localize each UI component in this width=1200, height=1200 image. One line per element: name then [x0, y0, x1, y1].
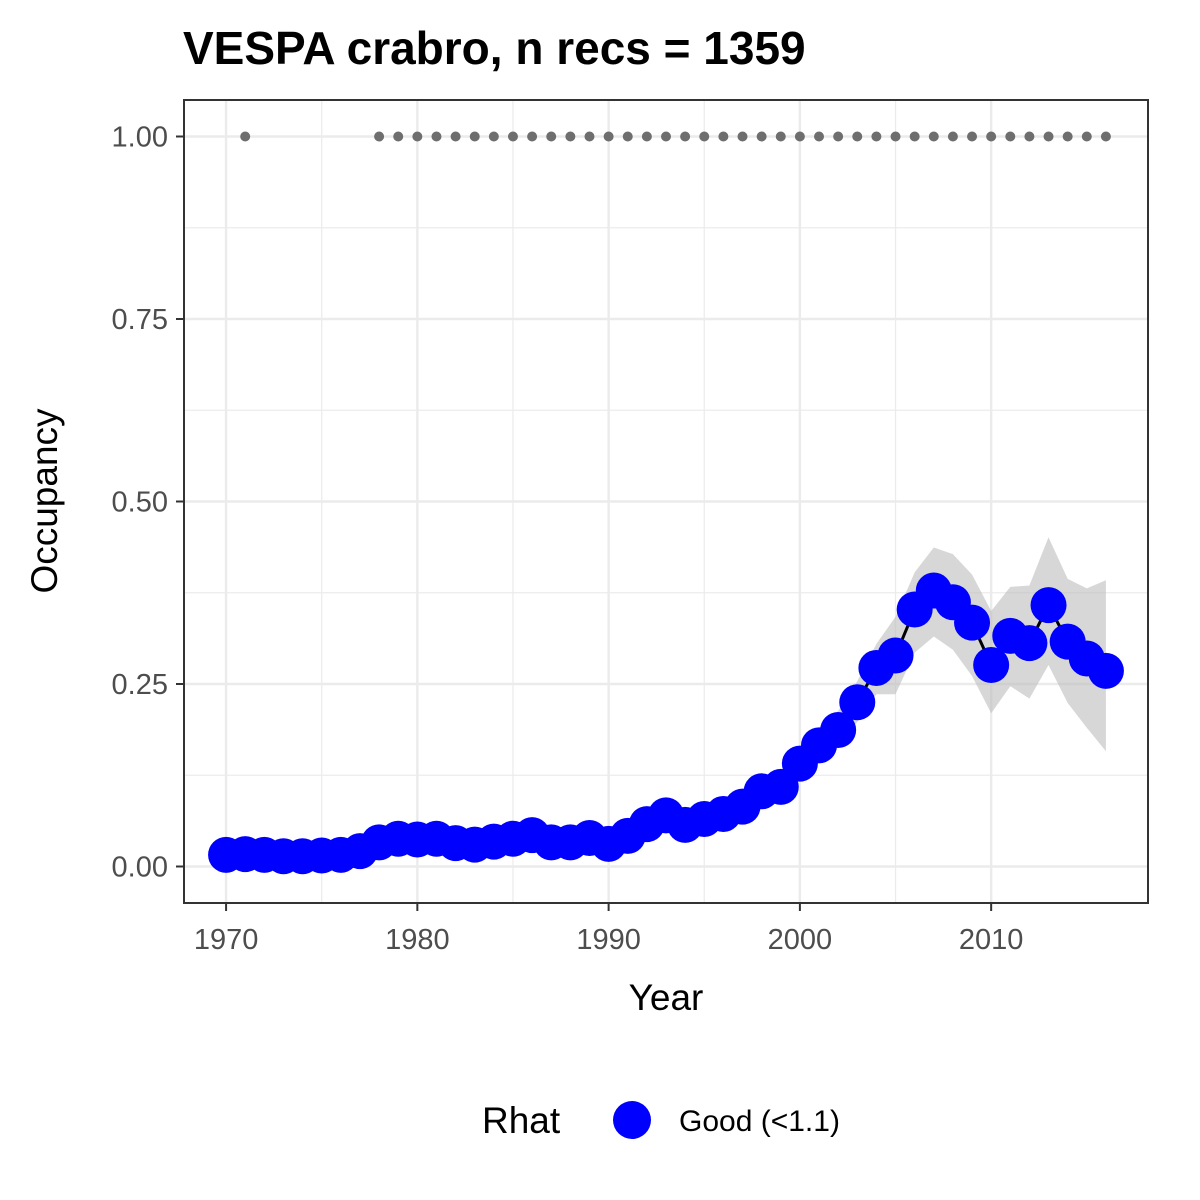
- y-tick-label: 0.00: [112, 852, 168, 884]
- record-dot: [661, 131, 671, 142]
- record-dot: [871, 131, 882, 142]
- record-dot: [240, 131, 251, 142]
- record-dot: [947, 131, 958, 142]
- data-point: [954, 604, 991, 641]
- y-tick-label: 1.00: [112, 122, 168, 154]
- data-point: [1087, 652, 1124, 689]
- y-tick-label: 0.75: [112, 304, 168, 336]
- x-axis-title: Year: [629, 977, 704, 1018]
- record-dot: [967, 131, 978, 142]
- record-dot: [814, 131, 825, 142]
- x-tick-label: 1980: [385, 924, 450, 956]
- record-dot: [622, 131, 633, 142]
- record-dot: [374, 131, 385, 142]
- record-dot: [756, 131, 767, 142]
- record-dot: [833, 131, 844, 142]
- legend-label-good: Good (<1.1): [679, 1105, 840, 1138]
- record-dots: [240, 131, 1111, 142]
- record-dot: [507, 131, 518, 142]
- chart-title: VESPA crabro, n recs = 1359: [183, 22, 806, 74]
- record-dot: [718, 131, 729, 142]
- x-tick-label: 2010: [959, 924, 1024, 956]
- record-dot: [603, 131, 614, 142]
- data-point: [839, 684, 876, 721]
- y-axis: 0.00 0.25 0.50 0.75 1.00: [112, 122, 184, 884]
- data-point: [877, 637, 914, 674]
- x-tick-label: 1970: [194, 924, 259, 956]
- x-tick-label: 1990: [576, 924, 641, 956]
- record-dot: [928, 131, 939, 142]
- data-point: [973, 647, 1010, 684]
- y-axis-title: Occupancy: [24, 408, 65, 594]
- y-tick-label: 0.50: [112, 487, 168, 519]
- record-dot: [641, 131, 652, 142]
- grid-lines: [184, 100, 1148, 903]
- record-dot: [986, 131, 997, 142]
- data-point: [1011, 625, 1048, 662]
- record-dot: [527, 131, 538, 142]
- x-axis: 1970 1980 1990 2000 2010: [194, 903, 1024, 956]
- record-dot: [469, 131, 480, 142]
- record-dot: [584, 131, 595, 142]
- legend-key-good: [613, 1101, 651, 1139]
- data-point: [820, 711, 857, 748]
- record-dot: [1005, 131, 1016, 142]
- record-dot: [890, 131, 901, 142]
- record-dot: [775, 131, 786, 142]
- record-dot: [1043, 131, 1054, 142]
- data-points: [208, 572, 1124, 875]
- x-tick-label: 2000: [768, 924, 833, 956]
- record-dot: [450, 131, 461, 142]
- record-dot: [488, 131, 499, 142]
- record-dot: [546, 131, 557, 142]
- record-dot: [852, 131, 863, 142]
- legend-title: Rhat: [482, 1100, 561, 1141]
- record-dot: [1062, 131, 1073, 142]
- legend: Rhat Good (<1.1): [482, 1100, 840, 1141]
- record-dot: [1100, 131, 1111, 142]
- record-dot: [680, 131, 691, 142]
- y-tick-label: 0.25: [112, 669, 168, 701]
- data-point: [1030, 587, 1067, 624]
- record-dot: [909, 131, 920, 142]
- record-dot: [431, 131, 442, 142]
- record-dot: [1081, 131, 1092, 142]
- record-dot: [565, 131, 576, 142]
- record-dot: [794, 131, 805, 142]
- record-dot: [393, 131, 404, 142]
- record-dot: [737, 131, 748, 142]
- record-dot: [1024, 131, 1035, 142]
- record-dot: [412, 131, 423, 142]
- record-dot: [699, 131, 710, 142]
